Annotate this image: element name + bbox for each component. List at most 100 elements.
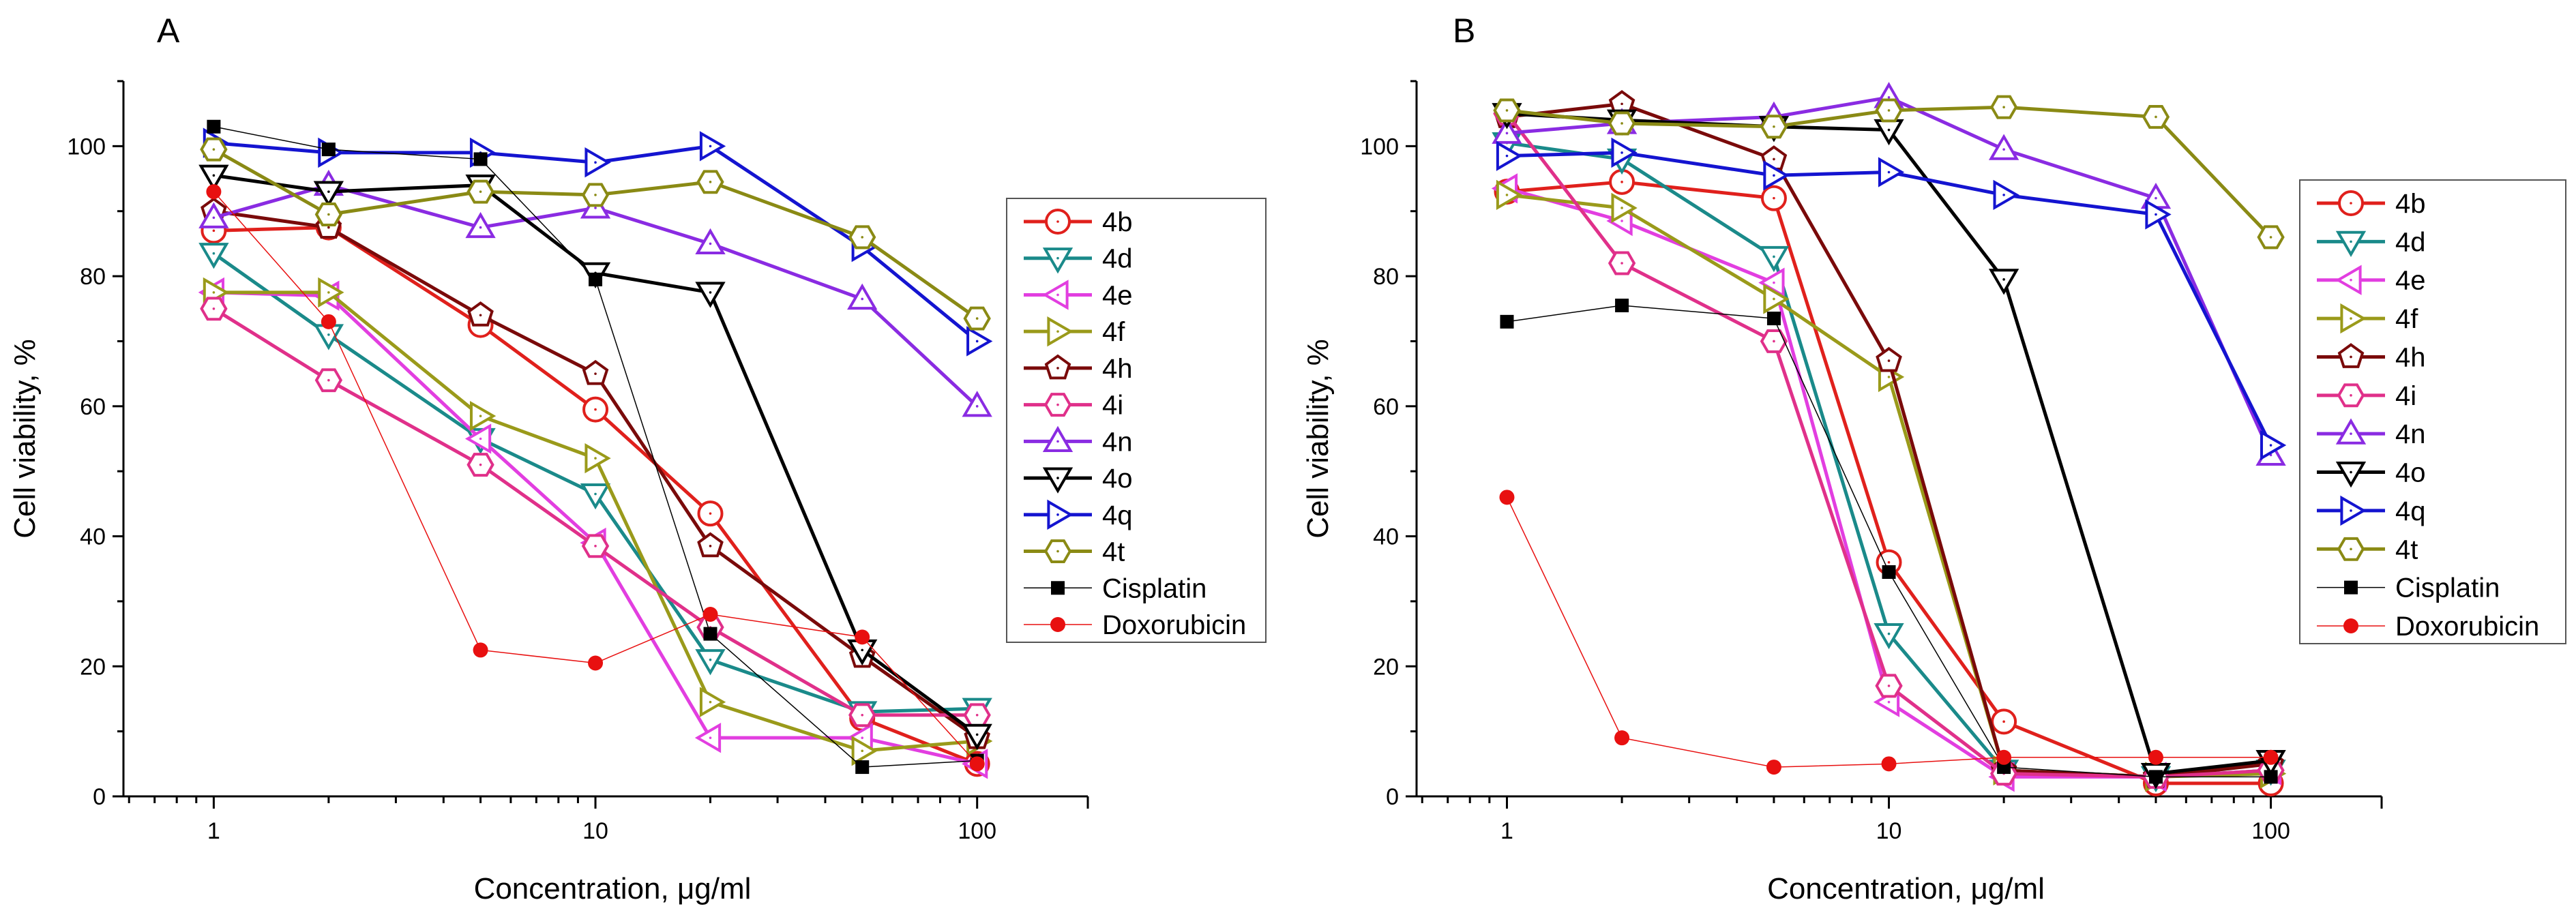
- data-point-dot: [861, 749, 864, 753]
- legend-label: Doxorubicin: [2395, 612, 2539, 642]
- legend-label: 4o: [2395, 458, 2426, 488]
- data-point: [1763, 284, 1790, 314]
- legend-marker: [2335, 265, 2362, 295]
- y-tick-label: 0: [93, 784, 106, 810]
- data-point-dot: [709, 242, 712, 245]
- x-tick-label: 100: [2251, 818, 2290, 844]
- x-axis-title: Concentration, μg/ml: [474, 872, 752, 905]
- data-point: [1500, 314, 1514, 329]
- legend-marker: [2344, 580, 2358, 595]
- legend-item: Doxorubicin: [2317, 612, 2539, 642]
- x-tick-label: 100: [958, 818, 996, 844]
- data-point-dot: [479, 314, 482, 317]
- data-point-dot: [2002, 148, 2005, 151]
- data-point-dot: [212, 229, 216, 232]
- legend: 4b 4d 4e 4f 4h 4i 4n 4o 4q 4t Cisplatin Doxorubicin: [2299, 179, 2566, 644]
- legend-marker-dot: [2350, 278, 2352, 282]
- legend-marker: [1042, 247, 1074, 274]
- legend-marker-dot: [2350, 509, 2352, 512]
- legend: 4b 4d 4e 4f 4h 4i 4n 4o 4q 4t Cisplatin Doxorubicin: [1006, 198, 1267, 643]
- legend-label: 4e: [2395, 266, 2426, 296]
- y-tick-label: 0: [1386, 784, 1399, 810]
- legend-label: 4f: [1102, 317, 1125, 347]
- y-axis-title: Cell viability, %: [8, 339, 42, 539]
- data-point-dot: [2155, 213, 2157, 216]
- legend-label: 4b: [2395, 189, 2426, 219]
- data-point-dot: [1773, 174, 1775, 177]
- legend-marker-dot: [1056, 220, 1059, 223]
- data-point: [1996, 749, 2012, 765]
- data-point: [198, 243, 229, 269]
- data-point-dot: [1620, 151, 1623, 154]
- legend-marker-dot: [1056, 403, 1059, 406]
- legend-item: 4h: [1024, 354, 1133, 384]
- legend-marker-dot: [1056, 550, 1059, 553]
- data-point-dot: [1620, 102, 1623, 106]
- data-point: [313, 181, 344, 207]
- data-point-dot: [2269, 236, 2272, 239]
- legend-item: 4i: [2317, 381, 2416, 411]
- data-point: [1615, 299, 1629, 313]
- legend-item: 4b: [2317, 189, 2426, 219]
- data-point: [321, 314, 336, 329]
- y-tick-label: 80: [80, 264, 106, 290]
- legend-marker-dot: [1056, 477, 1059, 479]
- y-tick-label: 40: [1373, 524, 1399, 550]
- data-point: [695, 228, 726, 255]
- x-axis-title: Concentration, μg/ml: [1767, 872, 2045, 905]
- data-point-dot: [1773, 125, 1775, 128]
- legend-item: 4n: [1024, 425, 1133, 457]
- data-point-dot: [1887, 632, 1891, 635]
- data-point-dot: [1887, 109, 1891, 112]
- chart-panel-A: A 0 20 40 60 80 100 1 10 100 Concentration, μg/ml C…: [8, 12, 1267, 905]
- data-point: [207, 119, 221, 134]
- data-point-dot: [861, 236, 864, 239]
- data-point-dot: [1887, 128, 1891, 132]
- legend-marker-dot: [1056, 440, 1059, 443]
- legend-label: 4d: [2395, 227, 2426, 257]
- data-point: [1611, 137, 1638, 168]
- legend-label: 4q: [1102, 500, 1133, 530]
- data-point-dot: [594, 545, 597, 548]
- data-point: [1614, 730, 1630, 746]
- legend-label: 4h: [1102, 354, 1133, 384]
- legend-label: Doxorubicin: [1102, 610, 1246, 640]
- data-point-dot: [327, 291, 330, 294]
- legend-item: 4d: [2317, 227, 2426, 257]
- y-tick-label: 100: [1360, 134, 1399, 160]
- legend-box: [2299, 179, 2566, 644]
- legend-item: 4d: [1024, 244, 1133, 274]
- legend-item: 4e: [1024, 280, 1133, 310]
- legend-marker-dot: [2350, 432, 2352, 435]
- legend-marker: [2335, 230, 2367, 258]
- legend-marker: [2340, 303, 2367, 334]
- data-point-dot: [594, 408, 597, 411]
- data-point: [855, 629, 870, 645]
- data-point-dot: [594, 207, 597, 209]
- data-point: [584, 442, 611, 474]
- data-point: [1874, 622, 1904, 650]
- data-point-dot: [709, 291, 712, 294]
- data-point: [1492, 117, 1522, 144]
- data-point-dot: [975, 713, 979, 717]
- data-point: [1988, 134, 2019, 160]
- data-point-dot: [1620, 262, 1623, 265]
- data-point-dot: [1773, 255, 1775, 258]
- legend-item: Doxorubicin: [1024, 610, 1246, 640]
- data-point-dot: [1773, 281, 1775, 284]
- series-doxorubicin: [1499, 490, 2279, 775]
- data-point: [473, 152, 488, 166]
- y-tick-label: 80: [1373, 264, 1399, 290]
- x-tick-label: 10: [582, 818, 608, 844]
- legend-label: 4q: [2395, 496, 2426, 526]
- legend-marker: [2335, 461, 2367, 488]
- legend-item: Cisplatin: [2317, 573, 2500, 603]
- legend-marker: [1042, 280, 1069, 310]
- data-point: [2148, 770, 2163, 784]
- data-point: [1766, 312, 1781, 326]
- data-point: [1763, 160, 1790, 191]
- data-point-dot: [479, 226, 482, 229]
- data-point-dot: [327, 190, 330, 193]
- data-point-dot: [327, 213, 330, 216]
- data-point-dot: [1773, 158, 1775, 161]
